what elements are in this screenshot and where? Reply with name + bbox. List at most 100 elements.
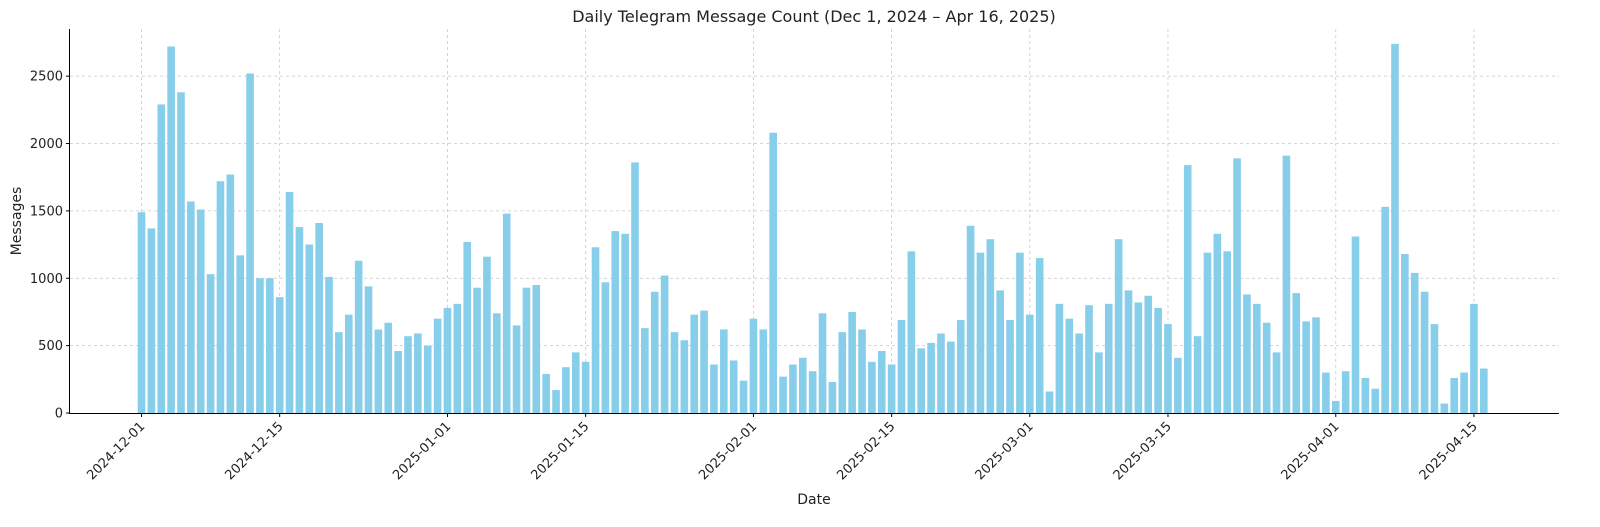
bar: [1065, 318, 1074, 413]
bar: [1006, 320, 1014, 413]
bar: [1272, 352, 1281, 413]
bar: [483, 256, 491, 413]
bar: [739, 380, 748, 413]
bar: [1322, 372, 1330, 413]
bar: [463, 241, 472, 413]
bar: [789, 364, 797, 413]
bar: [1450, 377, 1459, 413]
bar: [976, 252, 985, 413]
bar: [838, 332, 847, 413]
bar: [404, 336, 412, 413]
bar: [1164, 324, 1172, 413]
bar: [266, 278, 274, 413]
bar: [473, 287, 481, 413]
bar: [591, 247, 600, 413]
bar: [1174, 357, 1182, 413]
bar: [1282, 155, 1291, 413]
bar: [601, 282, 610, 413]
x-tick-label: 2025-02-01: [696, 419, 760, 483]
bar: [1302, 321, 1310, 413]
bar: [493, 313, 501, 413]
y-ticks: 0 500 1000 1500 2000 2500: [30, 70, 70, 422]
bar: [986, 239, 995, 413]
bar: [1292, 293, 1301, 413]
bar: [611, 231, 620, 413]
bar: [897, 320, 906, 413]
bar: [769, 132, 777, 413]
bar: [147, 228, 156, 413]
bar: [305, 244, 314, 413]
y-tick-label: 2000: [30, 137, 63, 152]
bar: [1460, 372, 1468, 413]
bar: [167, 46, 175, 414]
bar: [433, 318, 442, 413]
y-axis-label: Messages: [9, 187, 25, 256]
bar: [571, 352, 580, 413]
bar: [670, 332, 679, 413]
bar: [1095, 352, 1103, 413]
bar: [947, 341, 955, 413]
bar: [1026, 314, 1034, 413]
bar: [177, 92, 185, 413]
bar: [384, 322, 393, 413]
bar: [621, 233, 629, 413]
bar: [1430, 324, 1439, 413]
bar: [1154, 307, 1162, 413]
y-tick-label: 1500: [30, 204, 63, 219]
bar: [256, 278, 264, 413]
bar: [187, 201, 195, 413]
bar: [423, 345, 432, 413]
bar: [996, 290, 1004, 413]
bar: [226, 174, 235, 413]
bar: [710, 364, 718, 413]
bar: [1410, 272, 1419, 413]
bar: [335, 332, 343, 413]
bar: [1480, 368, 1488, 413]
bar: [295, 227, 304, 413]
bar: [937, 333, 945, 413]
bar: [749, 318, 758, 413]
bar: [581, 361, 590, 413]
axes: [69, 29, 1559, 414]
bar: [216, 181, 225, 413]
bar: [641, 328, 649, 413]
bar: [966, 225, 975, 413]
bar: [1104, 303, 1113, 413]
y-tick-label: 500: [38, 339, 63, 354]
bar: [868, 361, 876, 413]
bar: [354, 260, 363, 413]
bar: [157, 104, 166, 413]
bar: [394, 351, 402, 413]
bar: [1381, 206, 1389, 413]
bar: [1203, 252, 1212, 413]
bar: [660, 275, 669, 413]
bar: [1262, 322, 1271, 413]
bar: [1351, 236, 1360, 413]
bar: [907, 251, 916, 413]
bar: [729, 360, 738, 413]
bar: [700, 310, 708, 413]
bar: [1420, 291, 1429, 413]
bar: [1223, 251, 1231, 413]
bar: [1075, 333, 1083, 413]
bar: [798, 357, 807, 413]
bar: [887, 364, 896, 413]
bar: [1312, 317, 1320, 413]
bar: [315, 223, 323, 413]
bar: [502, 213, 511, 413]
bar: [956, 320, 965, 413]
bar: [927, 342, 935, 413]
bar: [374, 329, 383, 413]
bar: [512, 325, 521, 413]
bar: [690, 314, 699, 413]
x-tick-label: 2025-04-15: [1417, 419, 1481, 483]
bar: [1341, 371, 1350, 413]
bar: [344, 314, 353, 413]
bar: [552, 390, 560, 413]
bar: [1470, 303, 1478, 413]
bar: [1124, 290, 1133, 413]
bar: [1045, 391, 1054, 413]
bar: [1055, 303, 1064, 413]
bar: [1331, 400, 1340, 413]
